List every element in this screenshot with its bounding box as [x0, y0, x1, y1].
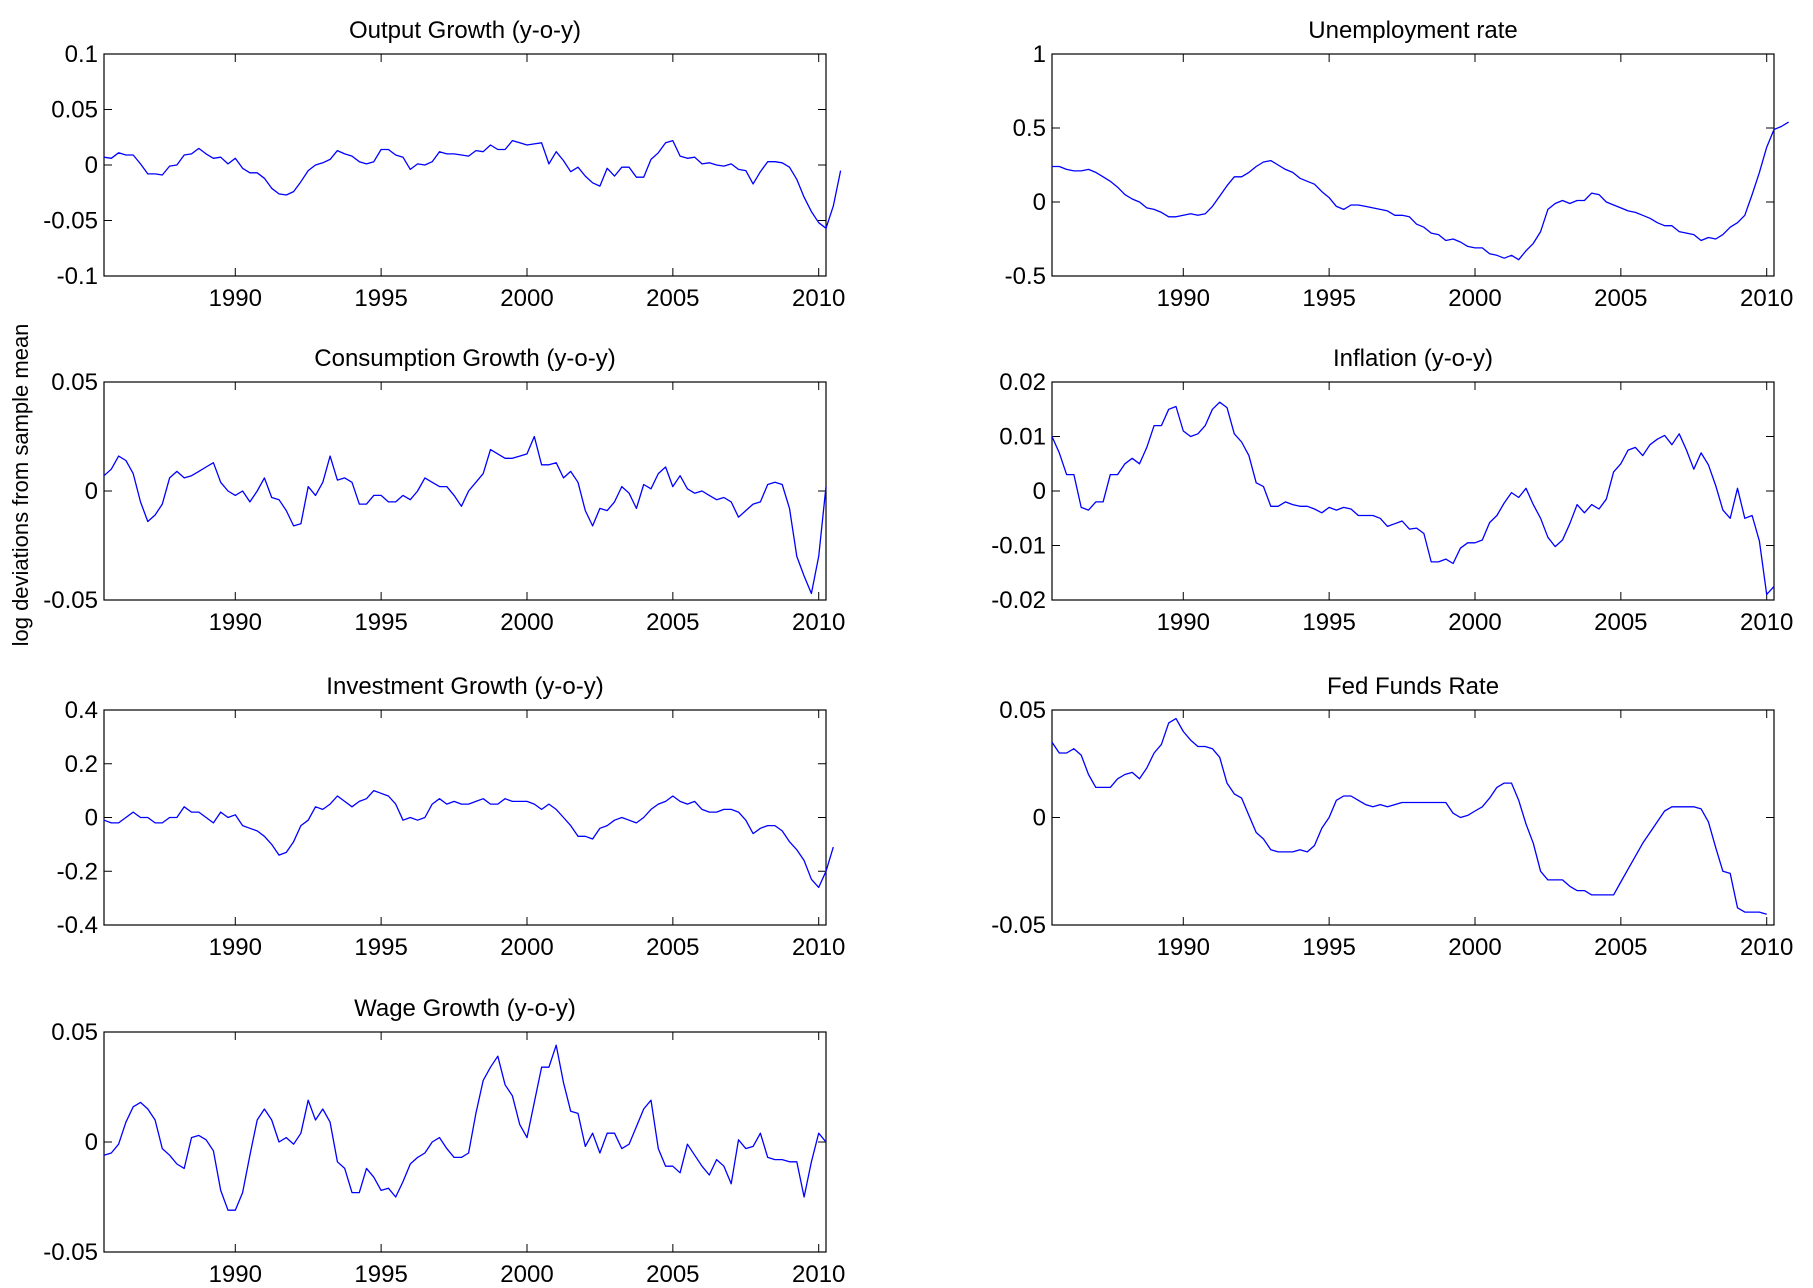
axes-frame: [1051, 381, 1775, 601]
series-line-1: [103, 1044, 827, 1211]
y-tick-label: 0: [85, 478, 98, 505]
x-tick-label: 2000: [500, 1261, 553, 1288]
y-tick-label: 0: [1033, 189, 1046, 216]
y-tick-label: -0.4: [57, 912, 98, 939]
series-line-1: [103, 435, 827, 595]
x-tick-label: 1995: [1302, 609, 1355, 636]
series-line-1: [1051, 717, 1767, 915]
x-tick-label: 2000: [500, 285, 553, 312]
y-tick-label: 0.05: [999, 697, 1046, 724]
y-tick-label: -0.01: [991, 533, 1046, 560]
x-tick-label: 1990: [209, 609, 262, 636]
y-tick-label: 0.4: [65, 697, 98, 724]
axes-frame: [103, 1031, 827, 1253]
x-tick-label: 1995: [354, 285, 407, 312]
panel-4: Inflation (y-o-y) 1990 1995 2000 2005 2010 -0.…: [991, 345, 1793, 636]
x-tick-label: 2005: [646, 934, 699, 961]
y-tick-label: 0.1: [65, 41, 98, 68]
x-tick-label: 2000: [1448, 934, 1501, 961]
panel-6: Fed Funds Rate 1990 1995 2000 2005 2010 -0.05 0…: [991, 673, 1793, 961]
y-tick-label: 0: [85, 1129, 98, 1156]
panel-3: Consumption Growth (y-o-y) 1990 1995 2000 20…: [43, 345, 845, 636]
x-tick-label: 1990: [209, 934, 262, 961]
y-tick-label: -0.2: [57, 858, 98, 885]
panel-title: Investment Growth (y-o-y): [326, 673, 603, 700]
y-tick-label: 0.05: [51, 1019, 98, 1046]
y-tick-label: 0.01: [999, 424, 1046, 451]
panel-5: Investment Growth (y-o-y) 1990 1995 2000 200…: [57, 673, 846, 961]
axes-frame: [1051, 53, 1775, 277]
y-tick-label: -0.05: [43, 587, 98, 614]
x-tick-label: 2000: [500, 934, 553, 961]
axes-frame: [1051, 709, 1775, 926]
x-tick-label: 1995: [354, 1261, 407, 1288]
x-tick-label: 2005: [1594, 609, 1647, 636]
y-axis-label: log deviations from sample mean: [8, 324, 33, 647]
x-tick-label: 2010: [1740, 934, 1793, 961]
panel-title: Consumption Growth (y-o-y): [314, 345, 615, 372]
x-tick-label: 2010: [792, 285, 845, 312]
panel-title: Output Growth (y-o-y): [349, 17, 581, 44]
y-tick-label: -0.02: [991, 587, 1046, 614]
series-line-1: [103, 139, 842, 229]
y-tick-label: 1: [1033, 41, 1046, 68]
panel-title: Inflation (y-o-y): [1333, 345, 1493, 372]
y-tick-label: 0.02: [999, 369, 1046, 396]
x-tick-label: 1995: [354, 934, 407, 961]
y-tick-label: 0: [1033, 478, 1046, 505]
panel-title: Fed Funds Rate: [1327, 673, 1499, 700]
series-line-1: [103, 789, 834, 889]
y-tick-label: 0: [85, 805, 98, 832]
x-tick-label: 2010: [1740, 285, 1793, 312]
x-tick-label: 1990: [1157, 285, 1210, 312]
x-tick-label: 1990: [209, 1261, 262, 1288]
x-tick-label: 1995: [1302, 934, 1355, 961]
x-tick-label: 2000: [1448, 609, 1501, 636]
y-tick-label: -0.5: [1005, 263, 1046, 290]
series-line-1: [1051, 401, 1775, 596]
panel-2: Unemployment rate 1990 1995 2000 2005 2010 -0.…: [1005, 17, 1794, 312]
x-tick-label: 2005: [646, 609, 699, 636]
x-tick-label: 2010: [792, 1261, 845, 1288]
x-tick-label: 2010: [792, 934, 845, 961]
x-tick-label: 2000: [500, 609, 553, 636]
y-tick-label: 0.05: [51, 97, 98, 124]
x-tick-label: 2005: [646, 285, 699, 312]
y-tick-label: -0.1: [57, 263, 98, 290]
axes-frame: [103, 709, 827, 926]
panel-7: Wage Growth (y-o-y) 1990 1995 2000 2005 2010 -…: [43, 995, 845, 1288]
y-tick-label: 0.5: [1013, 115, 1046, 142]
x-tick-label: 2005: [646, 1261, 699, 1288]
series-line-1: [1052, 121, 1789, 261]
y-tick-label: 0.2: [65, 751, 98, 778]
x-tick-label: 1990: [209, 285, 262, 312]
y-tick-label: -0.05: [43, 208, 98, 235]
x-tick-label: 2005: [1594, 934, 1647, 961]
x-tick-label: 1995: [354, 609, 407, 636]
x-tick-label: 2005: [1594, 285, 1647, 312]
panel-title: Unemployment rate: [1308, 17, 1517, 44]
y-tick-label: 0: [1033, 805, 1046, 832]
y-tick-label: 0: [85, 152, 98, 179]
x-tick-label: 2010: [792, 609, 845, 636]
x-tick-label: 1990: [1157, 609, 1210, 636]
y-tick-label: 0.05: [51, 369, 98, 396]
x-tick-label: 2010: [1740, 609, 1793, 636]
x-tick-label: 1995: [1302, 285, 1355, 312]
panels: Output Growth (y-o-y) 1990 1995 2000 2005 201…: [43, 17, 1793, 1288]
y-tick-label: -0.05: [43, 1239, 98, 1266]
x-tick-label: 1990: [1157, 934, 1210, 961]
axes-frame: [103, 381, 827, 601]
x-tick-label: 2000: [1448, 285, 1501, 312]
panel-1: Output Growth (y-o-y) 1990 1995 2000 2005 201…: [43, 17, 845, 312]
panel-title: Wage Growth (y-o-y): [354, 995, 576, 1022]
y-tick-label: -0.05: [991, 912, 1046, 939]
